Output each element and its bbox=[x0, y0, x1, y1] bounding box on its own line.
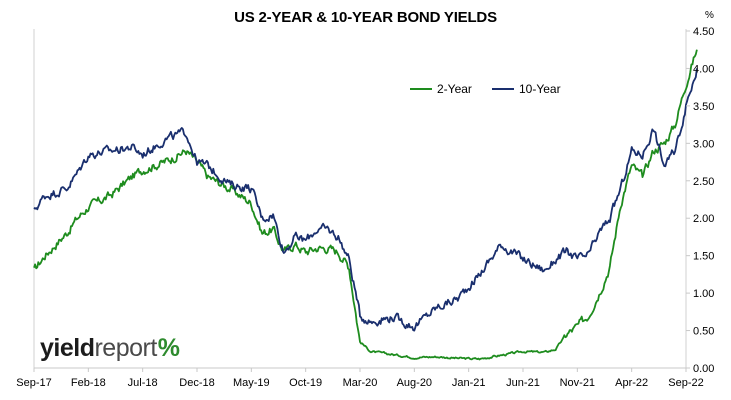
x-axis-tick-labels: Sep-17 Feb-18 Jul-18 Dec-18 May-19 Oct-19 Mar-… bbox=[16, 368, 704, 389]
logo-percent-icon: % bbox=[157, 334, 180, 362]
x-axis-tick-label: Apr-22 bbox=[615, 377, 648, 389]
y-axis-tick-label: 1.50 bbox=[693, 251, 714, 263]
x-axis-tick-label: May-19 bbox=[233, 377, 270, 389]
y-axis-unit: % bbox=[705, 10, 714, 21]
chart-series bbox=[33, 49, 698, 361]
x-axis-tick-label: Jan-21 bbox=[452, 377, 486, 389]
x-axis-tick-label: Aug-20 bbox=[397, 377, 432, 389]
y-axis-tick-labels: 0.00 0.50 1.00 1.50 2.00 2.50 3.00 3.50 4.00 4.50 bbox=[686, 26, 714, 375]
logo-text-secondary: report bbox=[94, 334, 157, 362]
legend-label-2-year: 2-Year bbox=[437, 82, 472, 96]
x-axis-tick-label: Sep-17 bbox=[16, 377, 51, 389]
y-axis-tick-label: 2.00 bbox=[693, 213, 714, 225]
x-axis-tick-label: Mar-20 bbox=[343, 377, 378, 389]
x-axis-tick-label: Nov-21 bbox=[560, 377, 595, 389]
y-axis-tick-label: 4.50 bbox=[693, 26, 714, 38]
series-line-2-year bbox=[33, 49, 698, 361]
x-axis-tick-label: Jun-21 bbox=[506, 377, 540, 389]
legend-label-10-year: 10-Year bbox=[519, 82, 561, 96]
x-axis-tick-label: Jul-18 bbox=[128, 377, 158, 389]
y-axis-tick-label: 3.50 bbox=[693, 101, 714, 113]
x-axis-tick-label: Sep-22 bbox=[668, 377, 703, 389]
y-axis-tick-label: 4.00 bbox=[693, 63, 714, 75]
x-axis-tick-label: Oct-19 bbox=[289, 377, 322, 389]
y-axis-tick-label: 1.00 bbox=[693, 288, 714, 300]
series-line-10-year bbox=[33, 68, 698, 332]
x-axis-tick-label: Feb-18 bbox=[71, 377, 106, 389]
y-axis-tick-label: 0.00 bbox=[693, 363, 714, 375]
x-axis-tick-label: Dec-18 bbox=[179, 377, 214, 389]
logo-text-main: yield bbox=[40, 334, 95, 362]
y-axis-tick-label: 3.00 bbox=[693, 138, 714, 150]
y-axis-tick-label: 0.50 bbox=[693, 326, 714, 338]
chart-legend: 2-Year 10-Year bbox=[410, 82, 561, 96]
chart-title: US 2-YEAR & 10-YEAR BOND YIELDS bbox=[234, 9, 497, 26]
y-axis-tick-label: 2.50 bbox=[693, 176, 714, 188]
yieldreport-logo: yieldreport% bbox=[40, 336, 180, 361]
